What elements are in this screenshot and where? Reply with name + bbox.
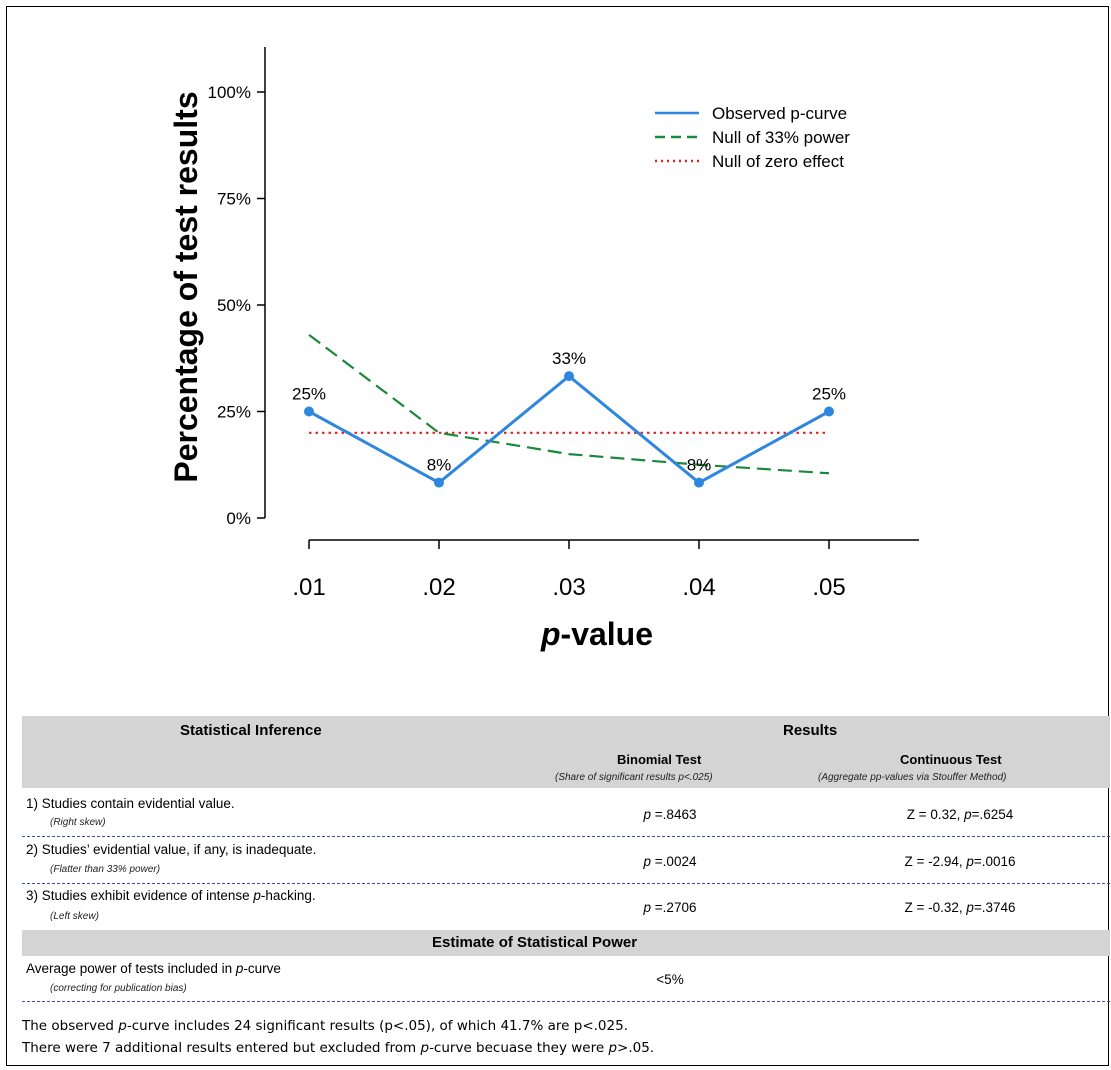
row-divider [22,836,1110,837]
data-labels: 25% 8% 33% 8% 25% [292,349,846,475]
row3-binomial: p =.2706 [620,900,720,915]
observed-point-label: 25% [292,385,326,404]
power-header: Estimate of Statistical Power [432,934,638,951]
row3-binomial-value: p =.2706 [643,900,697,915]
legend-label-null33: Null of 33% power [712,128,850,147]
series-line-observed-p-curve [308,374,830,485]
row2-label: 2) Studies’ evidential value, if any, is… [26,842,317,857]
x-axis-title: p-value [540,616,653,652]
row3-note: (Left skew) [50,911,99,922]
continuous-note: (Aggregate pp-values via Stouffer Method… [818,772,1007,783]
x-tick-label: .04 [682,574,715,601]
series-line-null-of-33-power [308,333,830,475]
x-ticks: .01 .02 .03 .04 .05 [292,540,846,601]
observed-point-label: 8% [687,456,712,475]
x-axis-title-rest: -value [561,616,653,652]
header-results: Results [783,722,838,739]
power-value: <5% [656,972,684,987]
y-tick-label: 50% [217,296,251,315]
row1-continuous-value: Z = 0.32, p=.6254 [906,807,1014,822]
figure-frame: 0% 25% 50% 75% 100% .01 .02 .03 .04 .05 25% 8% 33%… [6,6,1109,1066]
row2-binomial-value: p =.0024 [643,854,697,869]
observed-point [824,406,834,417]
row-divider [22,883,1110,884]
row3-continuous-value: Z = -0.32, p=.3746 [904,900,1016,915]
observed-point-label: 8% [427,456,452,475]
power-header-band [22,930,1110,956]
y-ticks: 0% 25% 50% 75% 100% [208,83,265,528]
x-tick-label: .05 [812,574,845,601]
x-tick-label: .02 [422,574,455,601]
row2-binomial: p =.0024 [620,854,720,869]
footer-line-2: There were 7 additional results entered … [22,1040,655,1056]
y-tick-label: 0% [226,509,251,528]
legend-label-null0: Null of zero effect [712,152,844,171]
row1-continuous: Z = 0.32, p=.6254 [880,807,1040,822]
row3-continuous: Z = -0.32, p=.3746 [880,900,1040,915]
row2-note: (Flatter than 33% power) [50,864,161,875]
legend: Observed p-curve Null of 33% power Null … [655,104,850,171]
row1-binomial: p =.8463 [620,807,720,822]
y-axis-title: Percentage of test results [168,91,204,482]
row3-label: 3) Studies exhibit evidence of intense p… [26,888,316,903]
y-tick-label: 75% [217,190,251,209]
row-divider [22,1001,1110,1002]
x-axis-title-italic: p [540,616,561,652]
binomial-title: Binomial Test [617,752,702,767]
y-tick-label: 25% [217,403,251,422]
pcurve-chart: 0% 25% 50% 75% 100% .01 .02 .03 .04 .05 25% 8% 33%… [168,47,919,652]
table-header-band [22,716,1110,788]
observed-point [434,477,444,488]
row1-note: (Right skew) [50,817,106,828]
row1-binomial-value: p =.8463 [643,807,697,822]
observed-point-label: 25% [812,385,846,404]
continuous-title: Continuous Test [900,752,1002,767]
header-statistical-inference: Statistical Inference [180,722,322,739]
observed-point [564,371,574,382]
observed-point [694,477,704,488]
data-points [304,371,834,488]
y-tick-label: 100% [208,83,251,102]
x-tick-label: .01 [292,574,325,601]
power-label: Average power of tests included in p-cur… [26,961,281,976]
observed-point-label: 33% [552,349,586,368]
power-note: (correcting for publication bias) [50,983,187,994]
footer-line-1: The observed p-curve includes 24 signifi… [22,1018,628,1034]
x-tick-label: .03 [552,574,585,601]
binomial-note: (Share of significant results p<.025) [555,772,713,783]
row2-continuous: Z = -2.94, p=.0016 [880,854,1040,869]
observed-point [304,406,314,417]
legend-label-observed: Observed p-curve [712,104,847,123]
row2-continuous-value: Z = -2.94, p=.0016 [904,854,1016,869]
power-value-cell: <5% [620,972,720,987]
row1-label: 1) Studies contain evidential value. [26,796,235,811]
